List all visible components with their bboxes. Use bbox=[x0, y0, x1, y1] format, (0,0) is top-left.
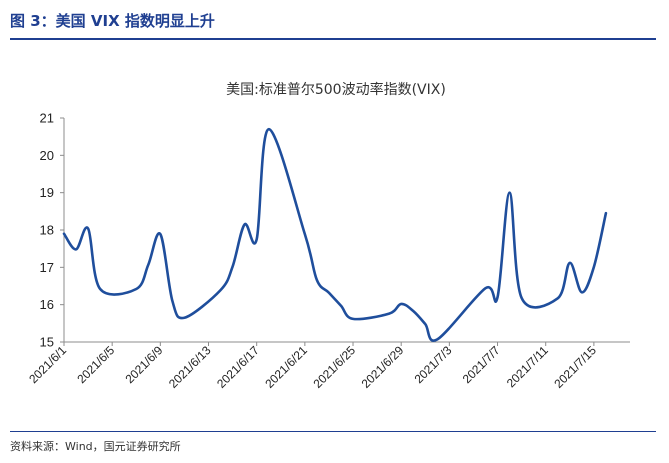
y-tick-label: 18 bbox=[40, 223, 54, 238]
x-tick-label: 2021/6/9 bbox=[123, 343, 166, 386]
x-tick-label: 2021/6/21 bbox=[262, 343, 310, 391]
data-point bbox=[316, 279, 319, 282]
x-tick-label: 2021/6/25 bbox=[310, 343, 358, 391]
data-point bbox=[352, 318, 355, 321]
x-tick-label: 2021/7/7 bbox=[460, 343, 503, 386]
caption-rule bbox=[10, 38, 656, 40]
data-point bbox=[75, 248, 78, 251]
data-point bbox=[484, 287, 487, 290]
data-point bbox=[436, 338, 439, 341]
x-tick-label: 2021/6/17 bbox=[214, 343, 262, 391]
data-point bbox=[87, 227, 90, 230]
data-point bbox=[147, 263, 150, 266]
data-point bbox=[171, 300, 174, 303]
data-point bbox=[267, 128, 270, 131]
source-note: 资料来源：Wind，国元证券研究所 bbox=[10, 440, 181, 453]
data-point bbox=[424, 323, 427, 326]
vix-series-line bbox=[62, 127, 608, 342]
y-tick-label: 19 bbox=[40, 185, 54, 200]
data-point bbox=[183, 316, 186, 319]
data-point bbox=[99, 288, 102, 291]
y-tick-label: 17 bbox=[40, 260, 54, 275]
x-tick-labels: 2021/6/1 2021/6/5 2021/6/9 2021/6/13 2021/6/… bbox=[26, 343, 599, 391]
data-point bbox=[568, 262, 571, 265]
x-tick-label: 2021/6/5 bbox=[74, 343, 117, 386]
footer-rule bbox=[10, 431, 656, 432]
x-tick-label: 2021/7/3 bbox=[412, 343, 455, 386]
data-point bbox=[520, 297, 523, 300]
x-tick-label: 2021/7/15 bbox=[551, 343, 599, 391]
data-point bbox=[159, 233, 162, 236]
y-tick-label: 20 bbox=[40, 148, 54, 163]
data-point bbox=[508, 191, 511, 194]
data-point bbox=[496, 296, 499, 299]
data-point bbox=[605, 212, 608, 215]
data-point bbox=[581, 291, 584, 294]
data-point bbox=[243, 223, 246, 226]
figure-caption: 图 3：美国 VIX 指数明显上升 bbox=[10, 12, 215, 30]
data-point bbox=[304, 233, 307, 236]
data-point bbox=[231, 265, 234, 268]
data-point bbox=[412, 310, 415, 313]
data-point bbox=[255, 238, 258, 241]
data-point bbox=[219, 289, 222, 292]
y-tick-label: 21 bbox=[40, 111, 54, 126]
x-tick-label: 2021/6/13 bbox=[166, 343, 214, 391]
data-point bbox=[400, 303, 403, 306]
y-tick-labels: 15 16 17 18 19 20 21 bbox=[40, 111, 54, 350]
y-tick-label: 15 bbox=[40, 335, 54, 350]
y-tick-label: 16 bbox=[40, 297, 54, 312]
series-group bbox=[62, 127, 608, 342]
data-point bbox=[340, 304, 343, 307]
x-tick-label: 2021/7/11 bbox=[504, 343, 551, 390]
data-point bbox=[135, 288, 138, 291]
data-point bbox=[593, 266, 596, 269]
data-point bbox=[556, 297, 559, 300]
data-point bbox=[328, 291, 331, 294]
axes bbox=[60, 117, 630, 346]
data-point bbox=[388, 312, 391, 315]
chart-title: 美国:标准普尔500波动率指数(VIX) bbox=[226, 81, 446, 98]
x-tick-label: 2021/6/29 bbox=[359, 343, 407, 391]
data-point bbox=[63, 232, 66, 235]
